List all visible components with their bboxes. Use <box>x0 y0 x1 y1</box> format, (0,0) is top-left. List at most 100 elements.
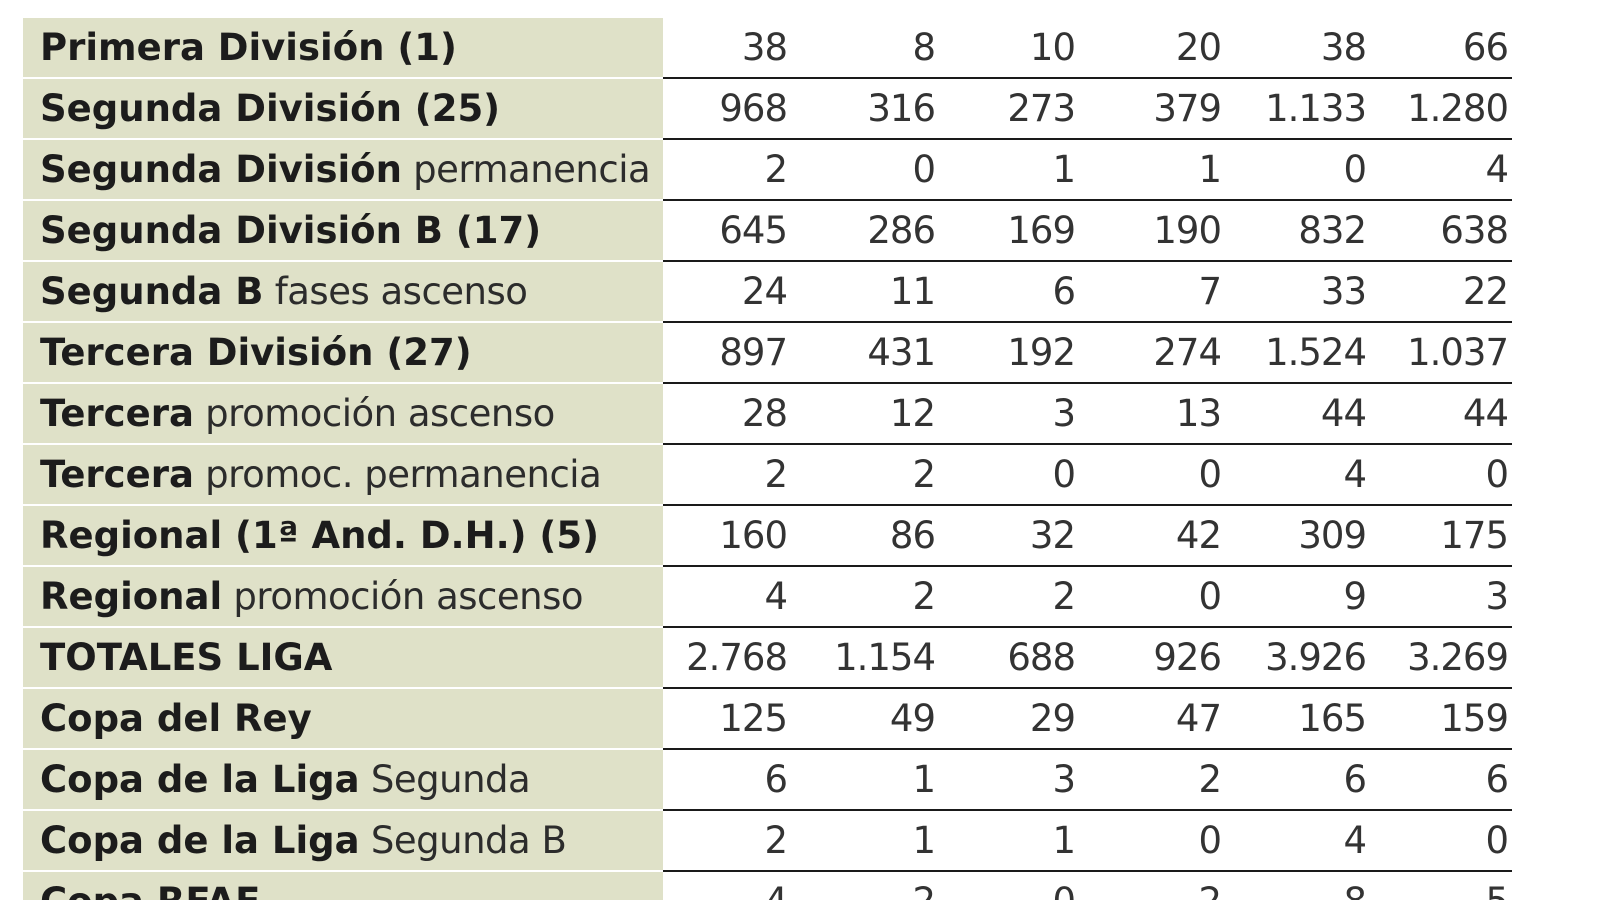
table-row: Copa del Rey 125 49 29 47 165 159 <box>23 688 1512 750</box>
row-value-5: 6 <box>1225 749 1370 811</box>
row-value-1: 4 <box>663 566 791 628</box>
row-value-6: 5 <box>1370 871 1512 900</box>
row-value-4: 20 <box>1079 18 1225 79</box>
row-value-6: 4 <box>1370 139 1512 201</box>
row-value-6: 0 <box>1370 444 1512 506</box>
row-label-bold: Segunda División <box>40 148 402 191</box>
row-label-bold: Copa de la Liga <box>40 758 360 801</box>
row-label-bold: Primera División (1) <box>40 26 457 69</box>
row-value-6: 175 <box>1370 505 1512 567</box>
row-value-4: 2 <box>1079 749 1225 811</box>
row-value-3: 10 <box>939 18 1079 79</box>
row-value-3: 29 <box>939 688 1079 750</box>
row-value-1: 897 <box>663 322 791 384</box>
row-value-2: 1 <box>791 749 939 811</box>
row-label: Segunda División permanencia <box>23 139 663 201</box>
row-value-6: 22 <box>1370 261 1512 323</box>
row-value-1: 160 <box>663 505 791 567</box>
row-value-4: 379 <box>1079 78 1225 140</box>
row-value-6: 1.037 <box>1370 322 1512 384</box>
row-label: Regional (1ª And. D.H.) (5) <box>23 505 663 567</box>
row-value-2: 2 <box>791 871 939 900</box>
row-value-2: 0 <box>791 139 939 201</box>
row-value-4: 47 <box>1079 688 1225 750</box>
row-value-5: 38 <box>1225 18 1370 79</box>
row-label: Regional promoción ascenso <box>23 566 663 628</box>
row-label-bold: Tercera <box>40 453 194 496</box>
row-value-1: 2 <box>663 444 791 506</box>
row-value-3: 0 <box>939 444 1079 506</box>
row-value-5: 44 <box>1225 383 1370 445</box>
row-value-4: 926 <box>1079 627 1225 689</box>
row-value-1: 28 <box>663 383 791 445</box>
row-value-6: 3.269 <box>1370 627 1512 689</box>
row-value-2: 11 <box>791 261 939 323</box>
stats-table-body: Primera División (1) 38 8 10 20 38 66 Segunda D… <box>23 18 1512 900</box>
row-label-normal: fases ascenso <box>263 270 528 313</box>
table-row: Segunda División B (17) 645 286 169 190 832 63… <box>23 200 1512 262</box>
row-value-2: 316 <box>791 78 939 140</box>
row-value-1: 968 <box>663 78 791 140</box>
row-value-4: 42 <box>1079 505 1225 567</box>
row-label-normal: promoción ascenso <box>193 392 555 435</box>
row-value-5: 4 <box>1225 444 1370 506</box>
row-value-4: 7 <box>1079 261 1225 323</box>
row-label-bold: Segunda B <box>40 270 264 313</box>
row-label-normal: Segunda <box>359 758 531 801</box>
row-value-2: 1 <box>791 810 939 872</box>
row-value-3: 6 <box>939 261 1079 323</box>
row-value-3: 2 <box>939 566 1079 628</box>
row-label-bold: Segunda División B (17) <box>40 209 542 252</box>
row-label-bold: Regional (1ª And. D.H.) (5) <box>40 514 599 557</box>
table-row: Segunda División (25) 968 316 273 379 1.133 1.… <box>23 78 1512 140</box>
row-value-3: 0 <box>939 871 1079 900</box>
row-value-6: 3 <box>1370 566 1512 628</box>
row-label: Segunda División B (17) <box>23 200 663 262</box>
row-label-bold: Copa de la Liga <box>40 819 360 862</box>
row-value-2: 2 <box>791 566 939 628</box>
row-value-4: 274 <box>1079 322 1225 384</box>
row-value-5: 832 <box>1225 200 1370 262</box>
row-value-3: 169 <box>939 200 1079 262</box>
row-value-4: 1 <box>1079 139 1225 201</box>
row-label: Segunda B fases ascenso <box>23 261 663 323</box>
row-value-4: 2 <box>1079 871 1225 900</box>
row-value-6: 1.280 <box>1370 78 1512 140</box>
row-value-3: 688 <box>939 627 1079 689</box>
table-row: Tercera promoc. permanencia 2 2 0 0 4 0 <box>23 444 1512 506</box>
row-label: Primera División (1) <box>23 18 663 79</box>
row-value-5: 9 <box>1225 566 1370 628</box>
table-row: Tercera División (27) 897 431 192 274 1.524 1.… <box>23 322 1512 384</box>
row-value-6: 66 <box>1370 18 1512 79</box>
stats-table: Primera División (1) 38 8 10 20 38 66 Segunda D… <box>23 18 1512 900</box>
row-label-normal: promoc. permanencia <box>193 453 602 496</box>
row-value-2: 86 <box>791 505 939 567</box>
row-value-4: 13 <box>1079 383 1225 445</box>
row-value-1: 2 <box>663 139 791 201</box>
row-value-1: 4 <box>663 871 791 900</box>
row-value-2: 49 <box>791 688 939 750</box>
row-label: Tercera División (27) <box>23 322 663 384</box>
row-value-3: 273 <box>939 78 1079 140</box>
row-value-3: 3 <box>939 383 1079 445</box>
row-value-2: 8 <box>791 18 939 79</box>
table-row: Primera División (1) 38 8 10 20 38 66 <box>23 18 1512 79</box>
row-value-1: 24 <box>663 261 791 323</box>
row-value-1: 6 <box>663 749 791 811</box>
row-value-6: 638 <box>1370 200 1512 262</box>
row-value-2: 2 <box>791 444 939 506</box>
row-label: Tercera promoción ascenso <box>23 383 663 445</box>
row-value-1: 125 <box>663 688 791 750</box>
row-value-4: 190 <box>1079 200 1225 262</box>
row-label-bold: Regional <box>40 575 223 618</box>
row-label: Tercera promoc. permanencia <box>23 444 663 506</box>
row-label-bold: Copa del Rey <box>40 697 312 740</box>
row-value-3: 3 <box>939 749 1079 811</box>
row-value-3: 32 <box>939 505 1079 567</box>
row-label-normal: permanencia <box>401 148 651 191</box>
table-row: Regional (1ª And. D.H.) (5) 160 86 32 42 309 1… <box>23 505 1512 567</box>
row-value-4: 0 <box>1079 444 1225 506</box>
row-label-bold: Copa RFAF <box>40 880 260 900</box>
